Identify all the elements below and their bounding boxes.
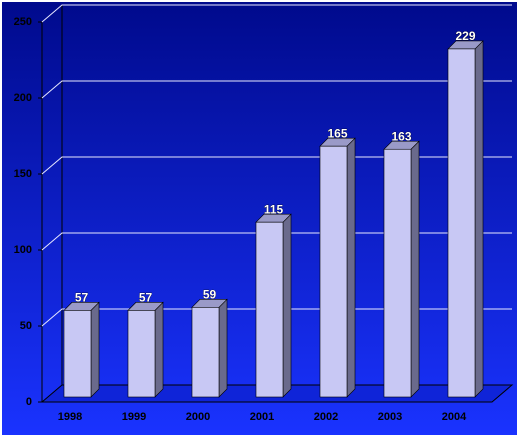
bar [447,40,484,398]
x-tick-label: 2004 [442,411,467,423]
y-tick-label: 150 [14,168,32,180]
x-tick-label: 1998 [58,411,82,423]
grid-line [41,156,512,175]
grid-line [41,232,512,251]
x-tick-label: 2000 [186,411,210,423]
bar [319,137,356,398]
bar-face [255,221,284,398]
bar-face [63,310,92,398]
data-label: 163 [391,129,411,143]
bar [255,213,292,398]
bar [191,298,228,398]
y-tick-label: 0 [26,396,32,408]
data-label: 229 [455,29,475,43]
bar-face [154,301,164,398]
y-tick-label: 50 [20,320,32,332]
bar-face [346,137,356,398]
bar [63,301,100,398]
x-tick-label: 1999 [122,411,146,423]
bar-face [474,40,484,398]
bar-face [90,301,100,398]
bar-face [218,298,228,398]
bar-face [383,148,412,398]
grid-line [41,80,512,99]
data-label: 57 [75,291,89,305]
data-label: 165 [327,126,347,140]
bar-face [191,307,220,398]
x-tick-label: 2002 [314,411,338,423]
bar-face [127,310,156,398]
x-tick-label: 2001 [250,411,274,423]
y-tick-label: 250 [14,16,32,28]
data-label: 59 [203,287,217,301]
bar-face [410,140,420,398]
grid-line [41,4,512,23]
bar-face [319,145,348,398]
grid-line [41,308,512,327]
data-label: 57 [139,291,153,305]
x-tick-label: 2003 [378,411,402,423]
bar-face [282,213,292,398]
bar-face [447,48,476,398]
bar [127,301,164,398]
y-tick-label: 200 [14,92,32,104]
bar [383,140,420,398]
data-label: 115 [264,202,284,216]
y-tick-label: 100 [14,244,32,256]
